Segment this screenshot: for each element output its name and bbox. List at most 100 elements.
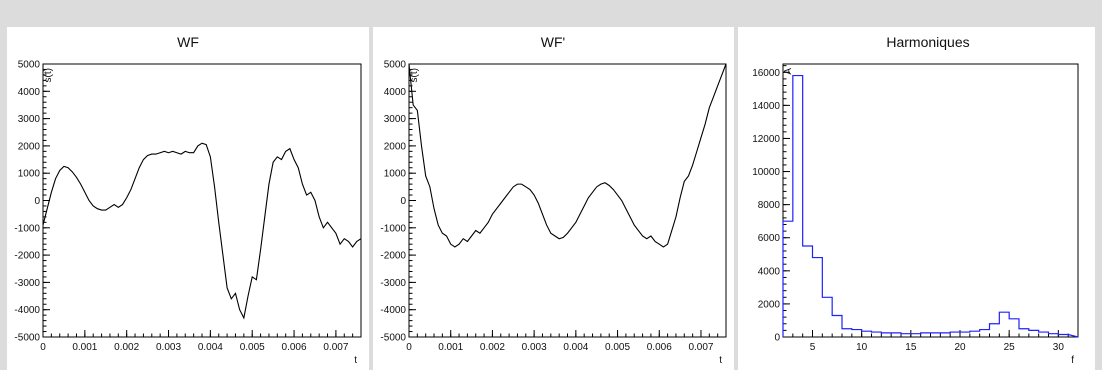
x-tick-label: 20 [954,342,966,353]
y-axis-title: s(t) [43,68,54,82]
y-tick-label: -3000 [380,278,406,289]
y-tick-label: -5000 [14,333,40,344]
y-tick-label: 16000 [752,68,780,79]
y-tick-label: 3000 [384,114,407,125]
plot-frame [408,63,727,338]
histogram-bin [783,221,793,337]
y-tick-label: 5000 [384,60,407,71]
x-tick-label: 0.006 [647,342,672,353]
x-tick-label: 0.007 [323,342,348,353]
y-tick-label: 0 [34,196,40,207]
y-tick-label: 2000 [758,299,781,310]
x-tick-label: 0.001 [72,342,97,353]
y-tick-label: -1000 [14,223,40,234]
chart-title: WF [177,34,199,50]
chart-harmoniques: Harmoniques 0 2000 4000 6000 8000 10000 12000 1… [752,34,1079,366]
x-tick-label: 0 [40,342,46,353]
histogram-bin [1019,329,1029,337]
x-tick-label: 15 [905,342,917,353]
histogram-bin [1009,319,1019,337]
y-tick-label: 14000 [752,101,780,112]
x-tick-label: 10 [856,342,868,353]
histogram-bin [852,330,862,337]
x-tick-label: 0.006 [282,342,307,353]
y-tick-label: 10000 [752,167,780,178]
y-tick-label: 4000 [384,87,407,98]
histogram-bin [803,246,813,337]
histogram-bin [793,76,803,337]
x-axis-title: f [1071,355,1074,366]
histogram-bin [1029,330,1039,337]
chart-title: WF' [541,34,565,50]
x-tick-label: 0.003 [522,342,547,353]
histogram-outline [782,74,1079,338]
histogram-bin [862,331,872,337]
y-tick-label: 4000 [758,266,781,277]
x-axis-title: t [354,355,357,366]
x-tick-label: 0.001 [438,342,463,353]
y-axis-title: A [783,68,794,75]
toolbar-strip [0,0,1102,24]
chart-wf-prime: WF' -5000 -4000 -3000 -2000 -1000 0 1000 2000 30… [380,34,727,366]
x-tick-label: 0.002 [114,342,139,353]
histogram-bin [990,324,1000,337]
y-tick-label: 5000 [18,60,41,71]
y-tick-label: -2000 [14,251,40,262]
histogram-bin [950,332,960,337]
x-tick-label: 0.007 [688,342,713,353]
y-tick-label: 1000 [384,169,407,180]
x-tick-label: 0.005 [240,342,265,353]
x-tick-label: 0.002 [480,342,505,353]
x-tick-label: 0.004 [198,342,223,353]
y-tick-label: 8000 [758,200,781,211]
y-tick-label: 2000 [18,141,41,152]
histogram-bin [960,332,970,337]
y-tick-label: -5000 [380,333,406,344]
x-tick-label: 25 [1004,342,1016,353]
y-tick-label: -2000 [380,251,406,262]
y-tick-label: 2000 [384,141,407,152]
histogram-bin [891,333,901,337]
x-tick-label: 0 [406,342,412,353]
histogram-bin [832,315,842,337]
histogram-bin [872,332,882,337]
y-tick-label: -4000 [380,305,406,316]
histogram-bin [1039,332,1049,337]
histogram-bin [940,333,950,337]
y-tick-label: -3000 [14,278,40,289]
histogram-bin [842,329,852,337]
y-tick-label: 4000 [18,87,41,98]
series-line [408,63,727,248]
histogram-bin [999,312,1009,337]
x-tick-label: 30 [1053,342,1065,353]
series-line [42,142,362,320]
pad-wf-prime[interactable]: WF' -5000 -4000 -3000 -2000 -1000 0 1000 2000 30… [373,27,734,370]
x-tick-label: 0.004 [563,342,588,353]
y-tick-label: -4000 [14,305,40,316]
y-tick-label: 3000 [18,114,41,125]
chart-title: Harmoniques [886,34,969,50]
chart-wf: WF -5000 -4000 -3000 -2000 -1000 0 1000 2000 300… [14,34,362,366]
histogram-bin [970,331,980,337]
y-axis-title: s(t) [409,68,420,82]
histogram-bin [980,330,990,337]
plot-frame [42,63,362,338]
y-tick-label: 6000 [758,233,781,244]
y-tick-label: 1000 [18,169,41,180]
histogram-bin [931,333,941,337]
x-tick-label: 5 [810,342,816,353]
x-tick-label: 0.003 [156,342,181,353]
plot-frame [782,63,1079,338]
pad-wf[interactable]: WF -5000 -4000 -3000 -2000 -1000 0 1000 2000 300… [7,27,369,370]
x-tick-label: 0.005 [605,342,630,353]
histogram-bin [881,333,891,337]
histogram-bin [921,333,931,337]
y-tick-label: 0 [774,333,780,344]
y-tick-label: 0 [400,196,406,207]
y-tick-label: 12000 [752,134,780,145]
y-tick-label: -1000 [380,223,406,234]
pad-harmoniques[interactable]: Harmoniques 0 2000 4000 6000 8000 10000 12000 1… [738,27,1095,370]
histogram-bin [813,258,823,337]
x-axis-title: t [719,355,722,366]
